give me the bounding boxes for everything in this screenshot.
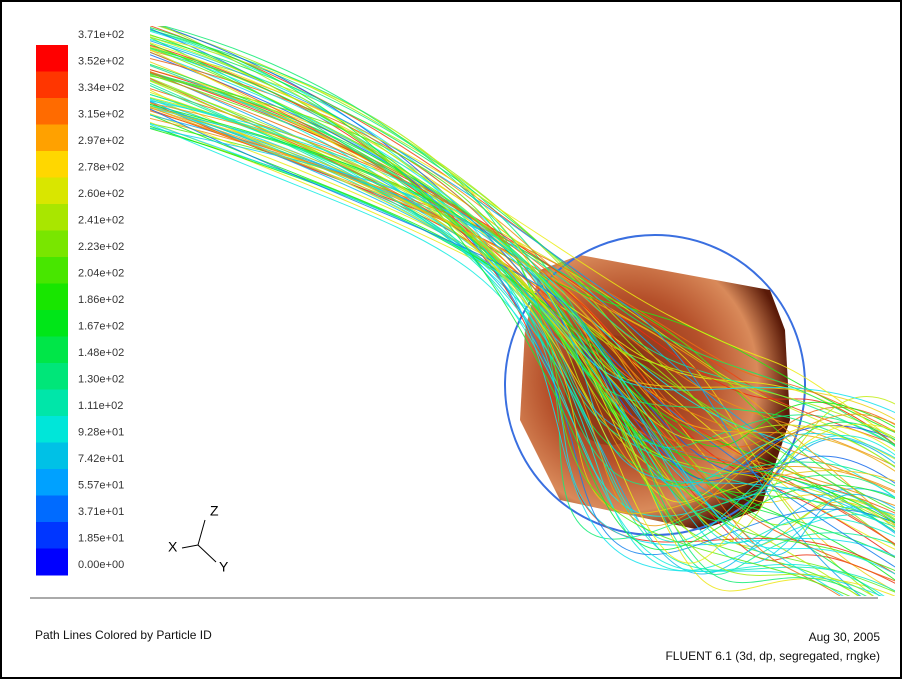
- colorbar-swatch: [36, 71, 68, 99]
- path-line: [150, 127, 895, 533]
- path-line: [150, 27, 895, 551]
- y-label: Y: [219, 559, 229, 575]
- path-line: [150, 97, 895, 544]
- colorbar-swatch: [36, 336, 68, 364]
- colorbar-label: 1.48e+02: [78, 347, 124, 359]
- colorbar-label: 2.78e+02: [78, 161, 124, 173]
- colorbar-label: 2.41e+02: [78, 214, 124, 226]
- colorbar-label: 9.28e+01: [78, 426, 124, 438]
- path-line: [150, 47, 895, 521]
- colorbar-swatch: [36, 442, 68, 470]
- path-line: [150, 54, 895, 484]
- colorbar-label: 3.34e+02: [78, 82, 124, 94]
- z-axis: [197, 519, 206, 546]
- footer-title: Path Lines Colored by Particle ID: [35, 628, 212, 642]
- colorbar-label: 3.52e+02: [78, 55, 124, 67]
- colorbar: 3.71e+02 3.52e+02 3.34e+02 3.15e+02 2.97e+02…: [36, 29, 124, 576]
- path-line: [150, 106, 895, 472]
- colorbar-label: 1.30e+02: [78, 373, 124, 385]
- colorbar-swatch: [36, 98, 68, 125]
- colorbar-label: 2.04e+02: [78, 267, 124, 279]
- colorbar-label: 7.42e+01: [78, 453, 124, 465]
- path-line: [150, 42, 895, 442]
- path-line: [150, 89, 895, 596]
- colorbar-swatch: [36, 389, 68, 417]
- colorbar-swatch: [36, 310, 68, 337]
- footer-solver: FLUENT 6.1 (3d, dp, segregated, rngke): [665, 649, 880, 663]
- path-line: [161, 26, 868, 596]
- colorbar-swatch: [36, 45, 68, 72]
- colorbar-swatch: [36, 230, 68, 258]
- path-line: [150, 58, 895, 546]
- path-line: [150, 79, 874, 596]
- colorbar-swatch: [36, 283, 68, 311]
- colorbar-label: 1.67e+02: [78, 320, 124, 332]
- path-line: [150, 37, 895, 468]
- colorbar-label: 3.71e+01: [78, 506, 124, 518]
- path-line: [150, 105, 895, 528]
- path-line: [150, 122, 895, 414]
- footer-date: Aug 30, 2005: [809, 630, 881, 644]
- path-line: [150, 36, 895, 468]
- path-line: [150, 100, 895, 556]
- path-line: [150, 65, 885, 596]
- y-axis: [197, 544, 217, 563]
- path-line: [150, 107, 895, 526]
- colorbar-label: 1.86e+02: [78, 294, 124, 306]
- path-line: [150, 34, 895, 572]
- colorbar-swatch: [36, 257, 68, 284]
- flow-render: [150, 26, 895, 596]
- colorbar-swatch: [36, 151, 68, 178]
- colorbar-swatch: [36, 124, 68, 152]
- colorbar-swatch: [36, 416, 68, 443]
- path-line: [150, 85, 895, 447]
- x-label: X: [168, 539, 178, 555]
- path-line: [150, 26, 895, 445]
- colorbar-swatch: [36, 363, 68, 390]
- z-label: Z: [210, 503, 219, 519]
- colorbar-swatch: [36, 177, 68, 205]
- colorbar-label: 0.00e+00: [78, 559, 124, 571]
- colorbar-label: 2.97e+02: [78, 135, 124, 147]
- colorbar-label: 3.15e+02: [78, 108, 124, 120]
- path-line: [150, 35, 895, 503]
- path-line: [150, 72, 895, 522]
- sphere-outline: [504, 234, 806, 536]
- axis-triad: Z X Y: [168, 503, 229, 575]
- path-line: [150, 36, 895, 446]
- path-line: [150, 44, 895, 584]
- colorbar-swatch: [36, 469, 68, 496]
- colorbar-swatch: [36, 204, 68, 231]
- path-line: [150, 52, 895, 558]
- path-line: [150, 106, 895, 514]
- colorbar-swatch: [36, 548, 68, 576]
- path-line: [150, 103, 895, 543]
- path-line: [150, 72, 841, 596]
- path-line: [150, 75, 851, 596]
- x-axis: [181, 544, 199, 549]
- colorbar-swatch: [36, 495, 68, 523]
- colorbar-label: 2.60e+02: [78, 188, 124, 200]
- colorbar-label: 5.57e+01: [78, 479, 124, 491]
- path-line: [150, 49, 895, 564]
- colorbar-label: 2.23e+02: [78, 241, 124, 253]
- path-line: [150, 100, 883, 596]
- path-line: [150, 40, 862, 596]
- colorbar-label: 1.85e+01: [78, 532, 124, 544]
- path-line: [150, 108, 895, 568]
- path-line: [156, 26, 895, 547]
- colorbar-label: 3.71e+02: [78, 29, 124, 41]
- path-line: [150, 103, 895, 524]
- colorbar-label: 1.11e+02: [78, 400, 123, 412]
- colorbar-swatch: [36, 522, 68, 549]
